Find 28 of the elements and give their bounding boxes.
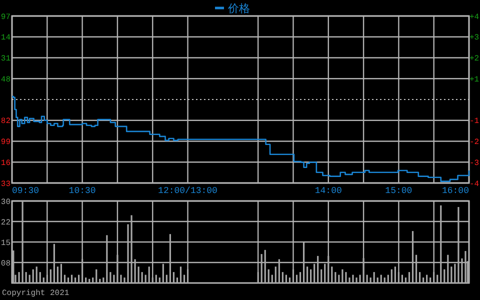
- text: 33: [0, 180, 11, 189]
- y-tick-label: +2: [470, 54, 480, 64]
- y-tick-label: +1: [470, 75, 480, 84]
- legend-label: 价格: [227, 2, 250, 16]
- y-tick-label: 15: [0, 238, 11, 248]
- text: 16: [0, 158, 11, 168]
- text: 14: [0, 34, 11, 43]
- text: 82: [0, 117, 11, 126]
- y-tick-label: -1: [470, 117, 480, 126]
- y-tick-label: +4: [470, 12, 480, 22]
- text: 48: [0, 75, 11, 84]
- x-tick-label: 12:00/13:00: [158, 186, 218, 196]
- text: 31: [0, 54, 11, 64]
- x-tick-label: 14:00: [314, 186, 342, 196]
- text: 97: [0, 12, 11, 22]
- y-tick-label: 08: [0, 259, 11, 268]
- text: Copyright 2021: [2, 289, 70, 298]
- y-tick-label: -3: [470, 158, 480, 168]
- x-tick-label: 09:30: [12, 186, 40, 196]
- y-tick-label: -4: [470, 180, 480, 189]
- x-tick-label: 16:00: [442, 186, 469, 196]
- y-tick-label: +3: [470, 34, 480, 43]
- x-tick-label: 10:30: [68, 186, 96, 196]
- y-tick-label: 22: [0, 218, 11, 228]
- x-tick-label: 15:00: [385, 186, 412, 196]
- text: 99: [0, 138, 11, 148]
- y-tick-label: -2: [470, 138, 480, 148]
- y-tick-label: 30: [0, 198, 11, 207]
